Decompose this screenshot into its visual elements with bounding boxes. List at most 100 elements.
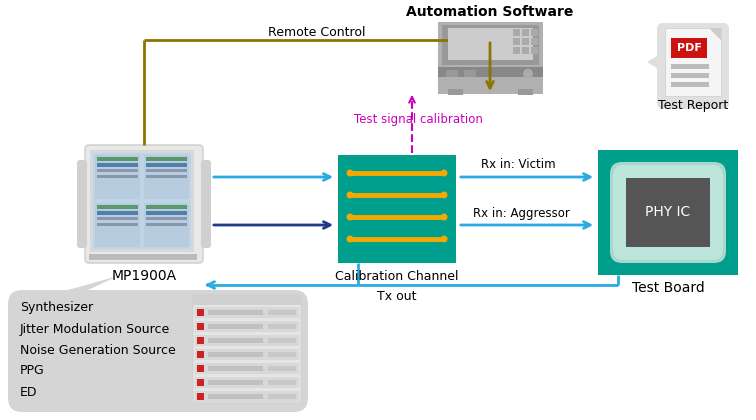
Bar bbox=[268, 352, 296, 357]
Bar bbox=[195, 391, 299, 402]
Bar bbox=[197, 323, 204, 330]
Bar bbox=[146, 205, 187, 209]
Bar bbox=[197, 351, 204, 358]
Bar bbox=[268, 366, 296, 371]
Bar bbox=[268, 380, 296, 385]
Bar bbox=[197, 309, 204, 316]
Bar bbox=[513, 47, 520, 54]
Bar bbox=[626, 178, 710, 247]
Bar bbox=[144, 155, 189, 199]
Bar bbox=[146, 175, 187, 178]
Text: PPG: PPG bbox=[20, 365, 45, 378]
Bar bbox=[146, 163, 187, 167]
Bar bbox=[95, 203, 140, 247]
Bar bbox=[671, 73, 709, 78]
Bar bbox=[197, 379, 204, 386]
Bar bbox=[446, 70, 458, 76]
Bar bbox=[513, 38, 520, 45]
Text: Jitter Modulation Source: Jitter Modulation Source bbox=[20, 323, 170, 336]
Bar bbox=[89, 254, 197, 260]
Circle shape bbox=[523, 68, 533, 79]
Bar bbox=[197, 365, 204, 372]
Bar bbox=[268, 310, 296, 315]
Bar bbox=[522, 38, 529, 45]
Bar bbox=[531, 29, 538, 36]
Polygon shape bbox=[647, 56, 657, 68]
Bar bbox=[671, 82, 709, 87]
Bar bbox=[95, 155, 140, 199]
Bar bbox=[442, 25, 539, 65]
FancyBboxPatch shape bbox=[85, 145, 203, 263]
Bar bbox=[268, 338, 296, 343]
FancyBboxPatch shape bbox=[201, 160, 211, 248]
Bar bbox=[195, 349, 299, 360]
Bar bbox=[438, 67, 543, 77]
Bar bbox=[208, 394, 263, 399]
Bar bbox=[268, 394, 296, 399]
Circle shape bbox=[346, 170, 354, 176]
Bar bbox=[518, 89, 533, 95]
Bar bbox=[598, 150, 738, 275]
Text: Automation Software: Automation Software bbox=[406, 5, 574, 19]
Bar bbox=[338, 155, 456, 263]
Bar bbox=[268, 324, 296, 329]
Bar bbox=[97, 217, 138, 220]
Bar bbox=[671, 38, 707, 58]
Polygon shape bbox=[68, 276, 118, 290]
Bar bbox=[93, 153, 191, 249]
Bar bbox=[438, 22, 543, 94]
Bar bbox=[146, 157, 187, 161]
Bar bbox=[197, 393, 204, 400]
FancyBboxPatch shape bbox=[657, 23, 729, 109]
Bar bbox=[97, 163, 138, 167]
Circle shape bbox=[441, 192, 448, 199]
Bar bbox=[448, 28, 533, 60]
Text: MP1900A: MP1900A bbox=[111, 269, 177, 283]
Bar bbox=[208, 338, 263, 343]
Bar bbox=[146, 223, 187, 226]
Bar bbox=[97, 211, 138, 215]
Circle shape bbox=[346, 236, 354, 242]
Bar bbox=[97, 157, 138, 161]
Bar bbox=[195, 377, 299, 388]
Circle shape bbox=[346, 213, 354, 221]
Bar bbox=[208, 380, 263, 385]
Text: ED: ED bbox=[20, 386, 38, 399]
Bar bbox=[195, 307, 299, 318]
Bar bbox=[197, 337, 204, 344]
FancyBboxPatch shape bbox=[8, 290, 308, 412]
Bar bbox=[97, 169, 138, 172]
Bar bbox=[513, 29, 520, 36]
Bar bbox=[97, 175, 138, 178]
Bar bbox=[208, 352, 263, 357]
Text: Test signal calibration: Test signal calibration bbox=[354, 113, 483, 126]
Circle shape bbox=[441, 236, 448, 242]
Text: PHY IC: PHY IC bbox=[646, 205, 691, 219]
Circle shape bbox=[441, 213, 448, 221]
Text: PDF: PDF bbox=[677, 43, 702, 53]
Bar bbox=[464, 70, 476, 76]
FancyBboxPatch shape bbox=[610, 162, 726, 263]
Text: Synthesizer: Synthesizer bbox=[20, 302, 93, 315]
Bar bbox=[208, 324, 263, 329]
Bar bbox=[146, 211, 187, 215]
Bar bbox=[531, 47, 538, 54]
Bar bbox=[522, 47, 529, 54]
Bar bbox=[146, 217, 187, 220]
Text: Noise Generation Source: Noise Generation Source bbox=[20, 344, 175, 357]
FancyBboxPatch shape bbox=[77, 160, 87, 248]
Text: Tx out: Tx out bbox=[377, 291, 417, 304]
FancyBboxPatch shape bbox=[613, 165, 723, 260]
Bar bbox=[146, 169, 187, 172]
Bar bbox=[665, 28, 721, 96]
Bar bbox=[144, 203, 189, 247]
FancyBboxPatch shape bbox=[193, 295, 301, 403]
Bar bbox=[208, 310, 263, 315]
Polygon shape bbox=[709, 28, 721, 40]
Bar bbox=[195, 335, 299, 346]
Text: Test Board: Test Board bbox=[631, 281, 705, 295]
Bar bbox=[195, 321, 299, 332]
Text: Remote Control: Remote Control bbox=[268, 26, 366, 39]
Text: Test Report: Test Report bbox=[658, 100, 728, 113]
Circle shape bbox=[441, 170, 448, 176]
